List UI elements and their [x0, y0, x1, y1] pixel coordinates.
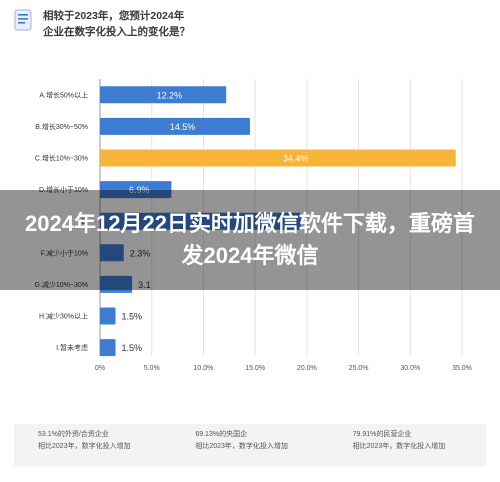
- value-label: 1.5%: [122, 343, 143, 353]
- summary-private-sub: 相比2023年，数字化投入增加: [352, 443, 446, 450]
- value-label: 1.5%: [122, 312, 143, 322]
- bar: [100, 307, 116, 325]
- category-label: A.增长50%以上: [39, 90, 88, 99]
- summary-state-owned-title: 69.13%的央国企: [195, 431, 248, 438]
- value-label: 2.3%: [130, 248, 151, 258]
- summary-foreign: 53.1%的外资/合资企业 相比2023年，数字化投入增加: [14, 424, 171, 466]
- category-label: B.增长30%~50%: [35, 122, 88, 131]
- bar: [100, 149, 456, 167]
- headline-banner[interactable]: 2024年12月22日实时加微信软件下载，重磅首发2024年微信: [0, 190, 500, 290]
- question-header: 相较于2023年，您预计2024年 企业在数字化投入上的变化是？: [14, 8, 190, 40]
- bar: [100, 117, 250, 135]
- summary-state-owned-sub: 相比2023年，数字化投入增加: [195, 443, 288, 450]
- summary-strip: 53.1%的外资/合资企业 相比2023年，数字化投入增加 69.13%的央国企…: [14, 424, 486, 466]
- bar: [100, 339, 116, 357]
- question-line-2: 企业在数字化投入上的变化是？: [43, 26, 190, 38]
- category-label: E.: [81, 219, 88, 226]
- x-tick-label: 0%: [95, 365, 105, 372]
- x-tick-label: 10.0%: [193, 365, 213, 372]
- summary-state-owned: 69.13%的央国企 相比2023年，数字化投入增加: [171, 424, 328, 466]
- bar-chart: 0% 5.0% 10.0% 15.0% 20.0% 25.0% 30.0% 35.0% A.增长…: [35, 79, 472, 372]
- summary-foreign-title: 53.1%的外资/合资企业: [38, 431, 109, 438]
- x-tick-label: 20.0%: [297, 365, 317, 372]
- x-tick-label: 25.0%: [349, 365, 369, 372]
- question-title: 相较于2023年，您预计2024年 企业在数字化投入上的变化是？: [43, 8, 190, 40]
- value-label: 12.2%: [157, 90, 183, 100]
- value-label: 3.1: [138, 280, 151, 290]
- category-label: F.减少小于10%: [41, 248, 88, 257]
- summary-foreign-sub: 相比2023年，数字化投入增加: [38, 443, 131, 450]
- bar: [100, 86, 227, 104]
- document-icon: [14, 9, 32, 31]
- x-tick-label: 15.0%: [245, 365, 265, 372]
- x-tick-label: 5.0%: [144, 365, 160, 372]
- bar: [100, 181, 172, 199]
- value-label: 14.5%: [170, 122, 196, 132]
- x-tick-label: 35.0%: [452, 365, 472, 372]
- value-label: 34.4%: [283, 154, 309, 164]
- bar: [100, 275, 133, 293]
- category-label: C.增长10%~30%: [35, 154, 88, 163]
- category-label: H.减少30%以上: [39, 312, 88, 321]
- summary-private: 79.91%的民营企业 相比2023年，数字化投入增加: [329, 424, 486, 466]
- headline-text: 2024年12月22日实时加微信软件下载，重磅首发2024年微信: [25, 211, 475, 268]
- bar: [100, 244, 124, 262]
- category-label: D.增长小于10%: [39, 185, 88, 194]
- category-label: I.暂未考虑: [56, 343, 88, 352]
- category-label: G.减少10%~30%: [35, 280, 89, 289]
- value-label: 6.9%: [129, 185, 150, 195]
- question-line-1: 相较于2023年，您预计2024年: [43, 10, 185, 22]
- bar: [100, 212, 301, 230]
- x-tick-label: 30.0%: [400, 365, 420, 372]
- summary-private-title: 79.91%的民营企业: [352, 431, 412, 438]
